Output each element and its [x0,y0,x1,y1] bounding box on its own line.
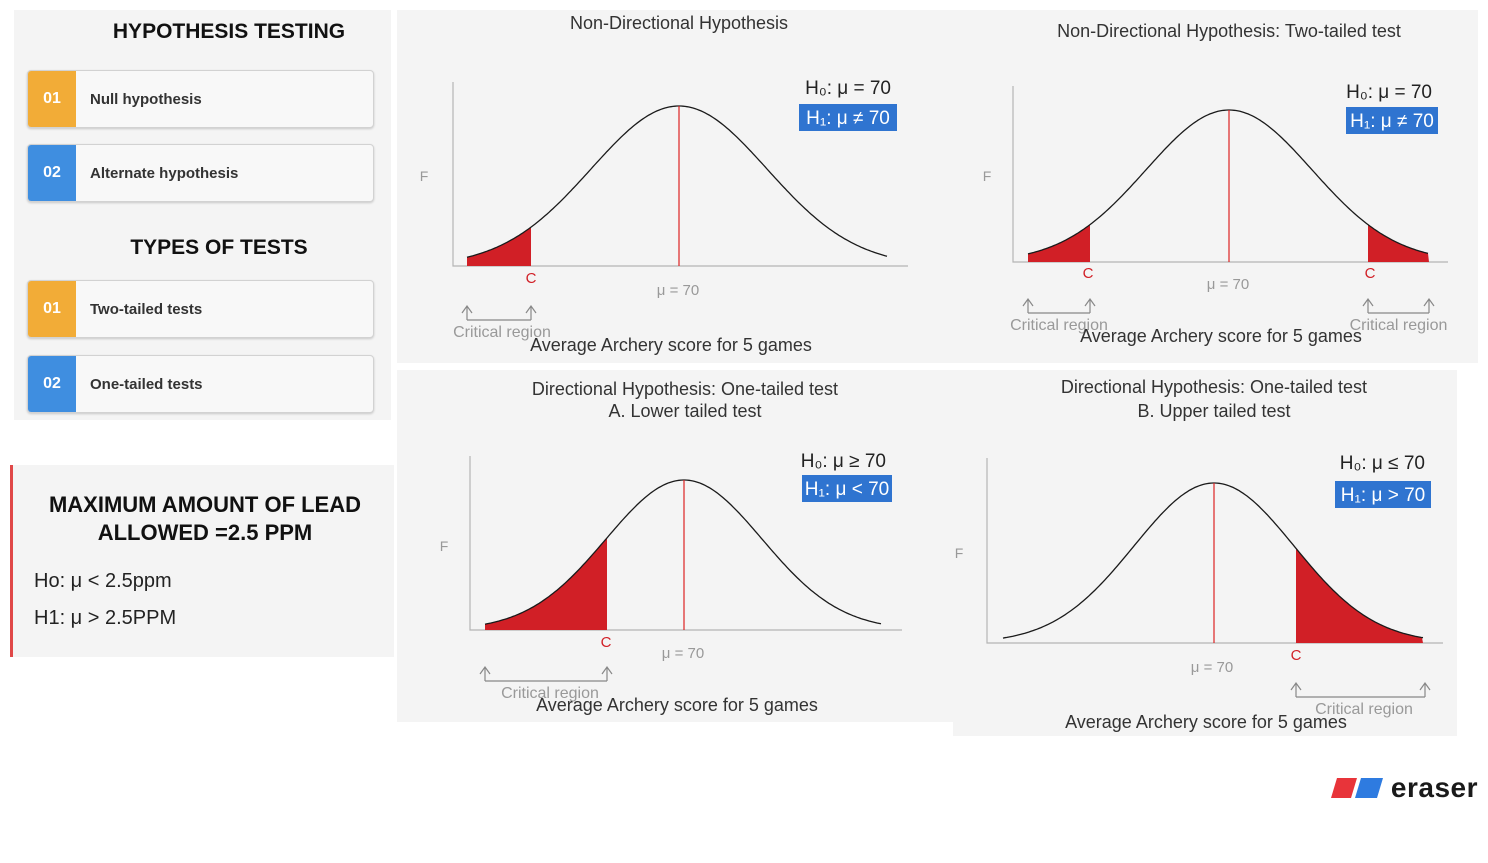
region-arrow [601,665,613,681]
alternate-hypothesis-item: 02 Alternate hypothesis [27,144,374,202]
alt-hypothesis-label: H₁: μ < 70 [805,479,889,500]
eraser-logo-icon [1330,778,1383,798]
chart-axes [469,456,902,631]
alt-hypothesis-box [799,104,897,131]
critical-region-label: Critical region [1010,317,1108,334]
mean-label: μ = 70 [1191,659,1233,676]
region-arrow [1022,297,1034,313]
critical-region-label: Critical region [501,685,599,702]
chart-title: Directional Hypothesis: One-tailed test [532,379,838,399]
chart-axes [1012,86,1448,263]
chart-panel-1 [397,10,957,363]
two-tailed-tests-item: 01 Two-tailed tests [27,280,374,338]
item-number: 02 [28,356,76,412]
item-label: One-tailed tests [90,375,203,393]
null-hypothesis-label: H₀: μ = 70 [1346,82,1432,103]
y-axis-label: F [955,545,964,561]
critical-value-label: C [526,270,537,287]
distribution-curve [466,105,888,258]
chart-axes [986,458,1443,644]
critical-region-fill [1028,224,1090,262]
x-axis-label: Average Archery score for 5 games [536,695,818,715]
item-label: Alternate hypothesis [90,164,239,182]
item-label: Two-tailed tests [90,300,203,318]
eraser-logo: eraser [1329,772,1478,804]
chart-title: Non-Directional Hypothesis: Two-tailed t… [1057,21,1401,41]
region-arrow [1419,681,1431,697]
distribution-curve [1027,109,1429,255]
mean-label: μ = 70 [657,282,699,299]
hypothesis-testing-title: HYPOTHESIS TESTING [112,20,346,43]
types-of-tests-title: TYPES OF TESTS [130,236,308,259]
critical-region-fill [485,537,607,630]
region-arrow [1084,297,1096,313]
chart-panel-2 [957,10,1478,363]
lead-null-hypothesis: Ho: μ < 2.5ppm [34,570,172,592]
chart-panel-3 [397,370,953,722]
one-tailed-tests-item: 02 One-tailed tests [27,355,374,413]
critical-region-label: Critical region [453,324,551,341]
y-axis-label: F [983,168,992,184]
item-label: Null hypothesis [90,90,202,108]
mean-label: μ = 70 [1207,276,1249,293]
mean-label: μ = 70 [662,645,704,662]
region-arrow [461,304,473,320]
region-arrow [1290,681,1302,697]
region-arrow [479,665,491,681]
x-axis-label: Average Archery score for 5 games [530,335,812,355]
chart-title: Directional Hypothesis: One-tailed test [1061,377,1367,397]
chart-subtitle: A. Lower tailed test [608,401,761,421]
y-axis-label: F [420,168,429,184]
lead-card-title: MAXIMUM AMOUNT OF LEAD ALLOWED =2.5 PPM [48,492,362,545]
alt-hypothesis-box [1346,107,1438,134]
null-hypothesis-label: H₀: μ = 70 [805,78,891,99]
alt-hypothesis-label: H₁: μ > 70 [1341,485,1425,506]
chart-title: Non-Directional Hypothesis [570,13,788,33]
null-hypothesis-label: H₀: μ ≤ 70 [1340,453,1425,474]
y-axis-label: F [440,538,449,554]
lead-card [10,465,394,657]
null-hypothesis-label: H₀: μ ≥ 70 [801,451,886,472]
chart-panel-4 [953,370,1457,736]
critical-region-fill [1296,548,1423,643]
lead-alternate-hypothesis: H1: μ > 2.5PPM [34,607,177,629]
region-arrow [525,304,537,320]
null-hypothesis-item: 01 Null hypothesis [27,70,374,128]
distribution-curve [1002,482,1424,639]
alt-hypothesis-label: H₁: μ ≠ 70 [806,108,890,129]
chart-axes [452,82,908,267]
distribution-curve [484,479,882,625]
x-axis-label: Average Archery score for 5 games [1065,712,1347,732]
alt-hypothesis-label: H₁: μ ≠ 70 [1350,111,1434,132]
critical-region-label: Critical region [1315,701,1413,718]
alt-hypothesis-box [1335,481,1431,508]
x-axis-label: Average Archery score for 5 games [1080,326,1362,346]
critical-value-label: C [1083,265,1094,282]
critical-region-label: Critical region [1350,317,1448,334]
critical-value-label: C [601,634,612,651]
eraser-logo-text: eraser [1390,772,1478,803]
alt-hypothesis-box [802,475,892,502]
critical-value-label: C [1291,647,1302,664]
critical-value-label: C [1365,265,1376,282]
chart-subtitle: B. Upper tailed test [1137,401,1290,421]
item-number: 02 [28,145,76,201]
item-number: 01 [28,281,76,337]
region-arrow [1362,297,1374,313]
region-arrow [1423,297,1435,313]
item-number: 01 [28,71,76,127]
